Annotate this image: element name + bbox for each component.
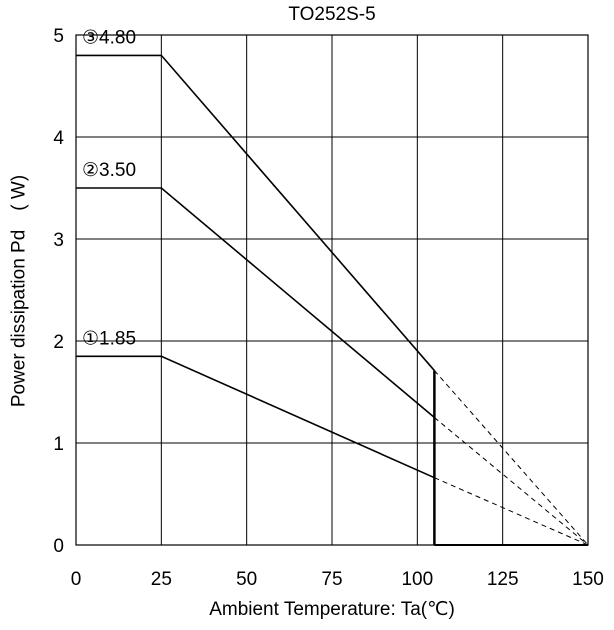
y-tick-label: 5 (53, 26, 64, 47)
y-tick-label: 3 (53, 230, 64, 251)
series-line-3 (76, 54, 436, 372)
y-tick-label: 1 (53, 434, 64, 455)
x-axis-label: Ambient Temperature: Ta(℃) (209, 599, 455, 620)
y-tick-label: 4 (53, 128, 64, 149)
series-extrapolation-3 (434, 370, 589, 546)
chart-title: TO252S-5 (288, 4, 376, 25)
series-label-3: ③4.80 (82, 27, 136, 48)
series-extrapolation-1 (434, 477, 589, 546)
y-tick-label: 0 (53, 536, 64, 557)
plot-frame (75, 34, 589, 546)
series-label-2: ②3.50 (82, 160, 136, 181)
x-tick-label: 75 (321, 569, 342, 590)
x-tick-label: 150 (572, 569, 604, 590)
series-line-2 (76, 187, 435, 419)
x-tick-label: 25 (151, 569, 172, 590)
x-tick-label: 100 (401, 569, 433, 590)
x-tick-label: 0 (71, 569, 82, 590)
series-line-1 (76, 355, 435, 479)
x-tick-label: 125 (487, 569, 519, 590)
series-extrapolation-2 (434, 417, 589, 546)
x-tick-label: 50 (236, 569, 257, 590)
series-label-1: ①1.85 (82, 328, 136, 349)
y-tick-label: 2 (53, 332, 64, 353)
